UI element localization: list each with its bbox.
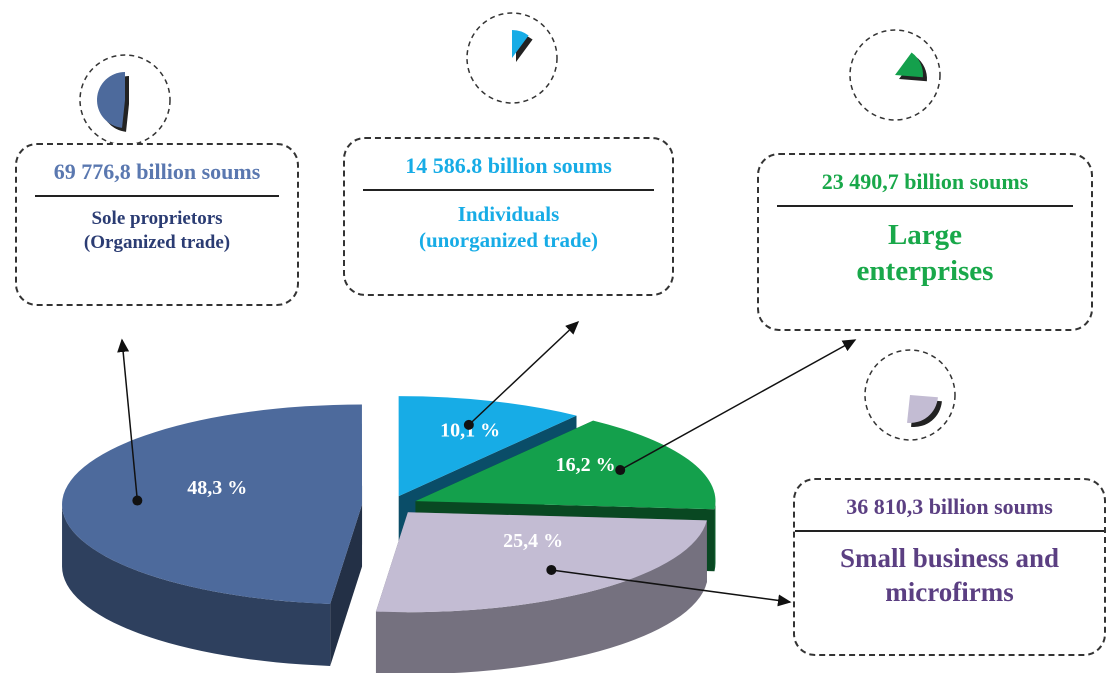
arrow-dot: [546, 564, 557, 575]
arrow-dot: [615, 465, 626, 476]
box-1: 14 586.8 billion soums Individuals (unor…: [343, 137, 674, 296]
slice: [375, 512, 707, 613]
arrow: [619, 339, 857, 471]
value-label: 10,1 %: [440, 419, 500, 441]
arrow: [551, 569, 792, 607]
category: Small business and microfirms: [839, 543, 1060, 607]
arrow-dot: [132, 495, 143, 506]
amount: 14 586.8 billion soums: [405, 153, 612, 178]
icon-ring: [849, 29, 941, 121]
arrow: [468, 320, 580, 426]
value-label: 16,2 %: [556, 454, 616, 476]
box-3: 36 810,3 billion soums Small business an…: [793, 478, 1106, 656]
category: Large enterprises: [856, 219, 994, 288]
slice-side: [62, 504, 331, 666]
slice: [62, 404, 363, 604]
box-0: 69 776,8 billion soums Sole proprietors …: [15, 143, 299, 306]
arrow-dot: [463, 419, 474, 430]
value-label: 48,3 %: [187, 477, 247, 499]
amount: 23 490,7 billion soums: [821, 169, 1029, 194]
category: Individuals (unorganized trade): [418, 202, 599, 253]
amount: 69 776,8 billion soums: [53, 159, 261, 184]
icon-ring: [864, 349, 956, 441]
icon: [907, 395, 938, 423]
icon: [511, 30, 529, 58]
slice: [398, 396, 577, 497]
value-label: 25,4 %: [503, 530, 563, 552]
slice: [415, 420, 716, 510]
slice-side: [714, 501, 716, 572]
slice-wall: [330, 504, 363, 666]
amount: 36 810,3 billion soums: [846, 494, 1053, 519]
box-2: 23 490,7 billion soums Large enterprises: [757, 153, 1093, 331]
category: Sole proprietors (Organized trade): [83, 208, 231, 253]
icon-ring: [79, 54, 171, 146]
icon: [895, 52, 924, 78]
arrow: [117, 338, 139, 501]
icon-ring: [466, 12, 558, 104]
slice-side: [375, 520, 707, 673]
icon: [96, 72, 125, 128]
